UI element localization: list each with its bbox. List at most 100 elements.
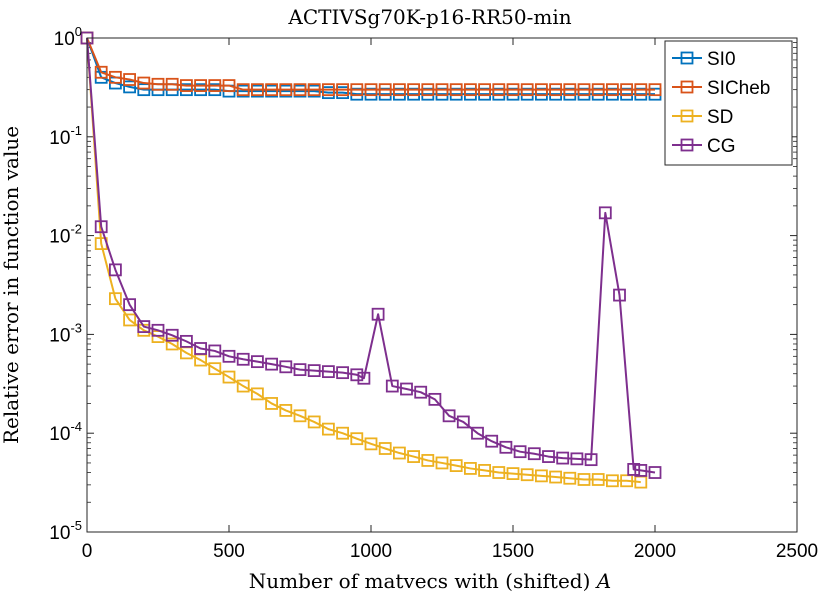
legend-marker	[680, 51, 694, 65]
data-point	[179, 334, 193, 348]
series-layer	[80, 31, 662, 489]
data-point	[435, 83, 449, 97]
data-point	[123, 80, 136, 94]
data-point	[563, 83, 577, 97]
data-point	[421, 83, 435, 97]
data-point	[606, 474, 619, 488]
x-tick-label: 0	[82, 541, 93, 562]
y-axis-label: Relative error in function value	[0, 126, 23, 444]
plot-frame	[86, 37, 798, 533]
data-point	[591, 473, 605, 486]
y-tick-label: 100	[54, 24, 82, 50]
data-point	[471, 426, 484, 440]
data-point	[350, 432, 364, 446]
data-point	[123, 298, 136, 312]
data-point	[542, 450, 555, 463]
data-point	[364, 437, 378, 451]
series-cg	[80, 31, 662, 479]
data-point	[513, 445, 527, 459]
data-point	[613, 288, 626, 302]
data-point	[428, 392, 442, 406]
data-point	[442, 409, 456, 423]
data-point	[109, 263, 122, 277]
data-point	[421, 454, 435, 467]
data-point	[478, 464, 492, 477]
data-point	[606, 83, 619, 97]
data-point	[194, 342, 208, 355]
legend: SI0 SICheb SD CG	[664, 40, 793, 166]
legend-item: CG	[672, 136, 736, 157]
data-point	[321, 422, 335, 436]
data-point	[520, 83, 534, 97]
data-point	[151, 77, 165, 91]
data-point	[449, 459, 463, 472]
series-line	[86, 37, 641, 484]
data-point	[485, 434, 499, 448]
data-point	[392, 83, 406, 97]
data-point	[407, 450, 421, 463]
data-point	[357, 371, 371, 385]
series-line	[86, 37, 656, 474]
data-point	[208, 79, 222, 92]
y-tick-label: 10-1	[49, 123, 82, 149]
x-tick-label: 1000	[350, 541, 392, 562]
data-point	[598, 206, 612, 220]
data-point	[549, 83, 562, 97]
data-point	[364, 83, 378, 97]
data-point	[222, 79, 236, 92]
data-point	[250, 387, 264, 401]
data-point	[634, 83, 648, 97]
data-point	[591, 83, 605, 97]
data-point	[137, 83, 151, 97]
y-tick-label: 10-2	[49, 222, 82, 248]
data-point	[492, 466, 506, 479]
x-axis-label: Number of matvecs with (shifted) A	[249, 569, 611, 593]
data-point	[336, 426, 350, 440]
data-point	[94, 220, 108, 234]
data-point	[570, 452, 584, 466]
data-point	[620, 83, 633, 97]
x-tick-label: 1500	[492, 541, 534, 562]
data-point	[478, 83, 492, 97]
data-point	[279, 83, 293, 97]
data-point	[407, 83, 421, 97]
data-point	[520, 468, 534, 482]
legend-label: SI0	[707, 49, 736, 70]
data-point	[208, 344, 222, 358]
data-point	[506, 467, 520, 481]
data-point	[627, 463, 641, 476]
data-point	[506, 83, 520, 97]
data-point	[307, 364, 321, 378]
data-point	[634, 464, 648, 477]
data-point	[535, 83, 548, 97]
legend-label: SD	[707, 107, 733, 128]
data-point	[307, 415, 321, 429]
x-tick-label: 2000	[634, 541, 676, 562]
legend-marker	[680, 138, 694, 152]
data-point	[371, 307, 385, 321]
data-point	[265, 83, 279, 97]
data-point	[293, 83, 307, 97]
data-point	[165, 328, 179, 342]
data-point	[336, 83, 350, 97]
data-point	[165, 77, 179, 91]
data-point	[556, 451, 570, 465]
data-point	[222, 349, 236, 363]
legend-item: SI0	[672, 49, 736, 70]
legend-label: CG	[707, 136, 736, 157]
legend-item: SICheb	[672, 78, 770, 99]
data-point	[109, 292, 122, 306]
data-point	[492, 83, 506, 97]
legend-marker	[680, 109, 694, 123]
x-tick-label: 500	[213, 541, 245, 562]
data-point	[378, 83, 392, 97]
data-point	[449, 83, 463, 97]
data-point	[456, 415, 470, 429]
data-point	[321, 83, 335, 97]
data-point	[620, 474, 633, 488]
data-point	[250, 83, 264, 97]
data-point	[236, 379, 250, 393]
data-point	[293, 409, 307, 423]
data-point	[321, 365, 335, 379]
